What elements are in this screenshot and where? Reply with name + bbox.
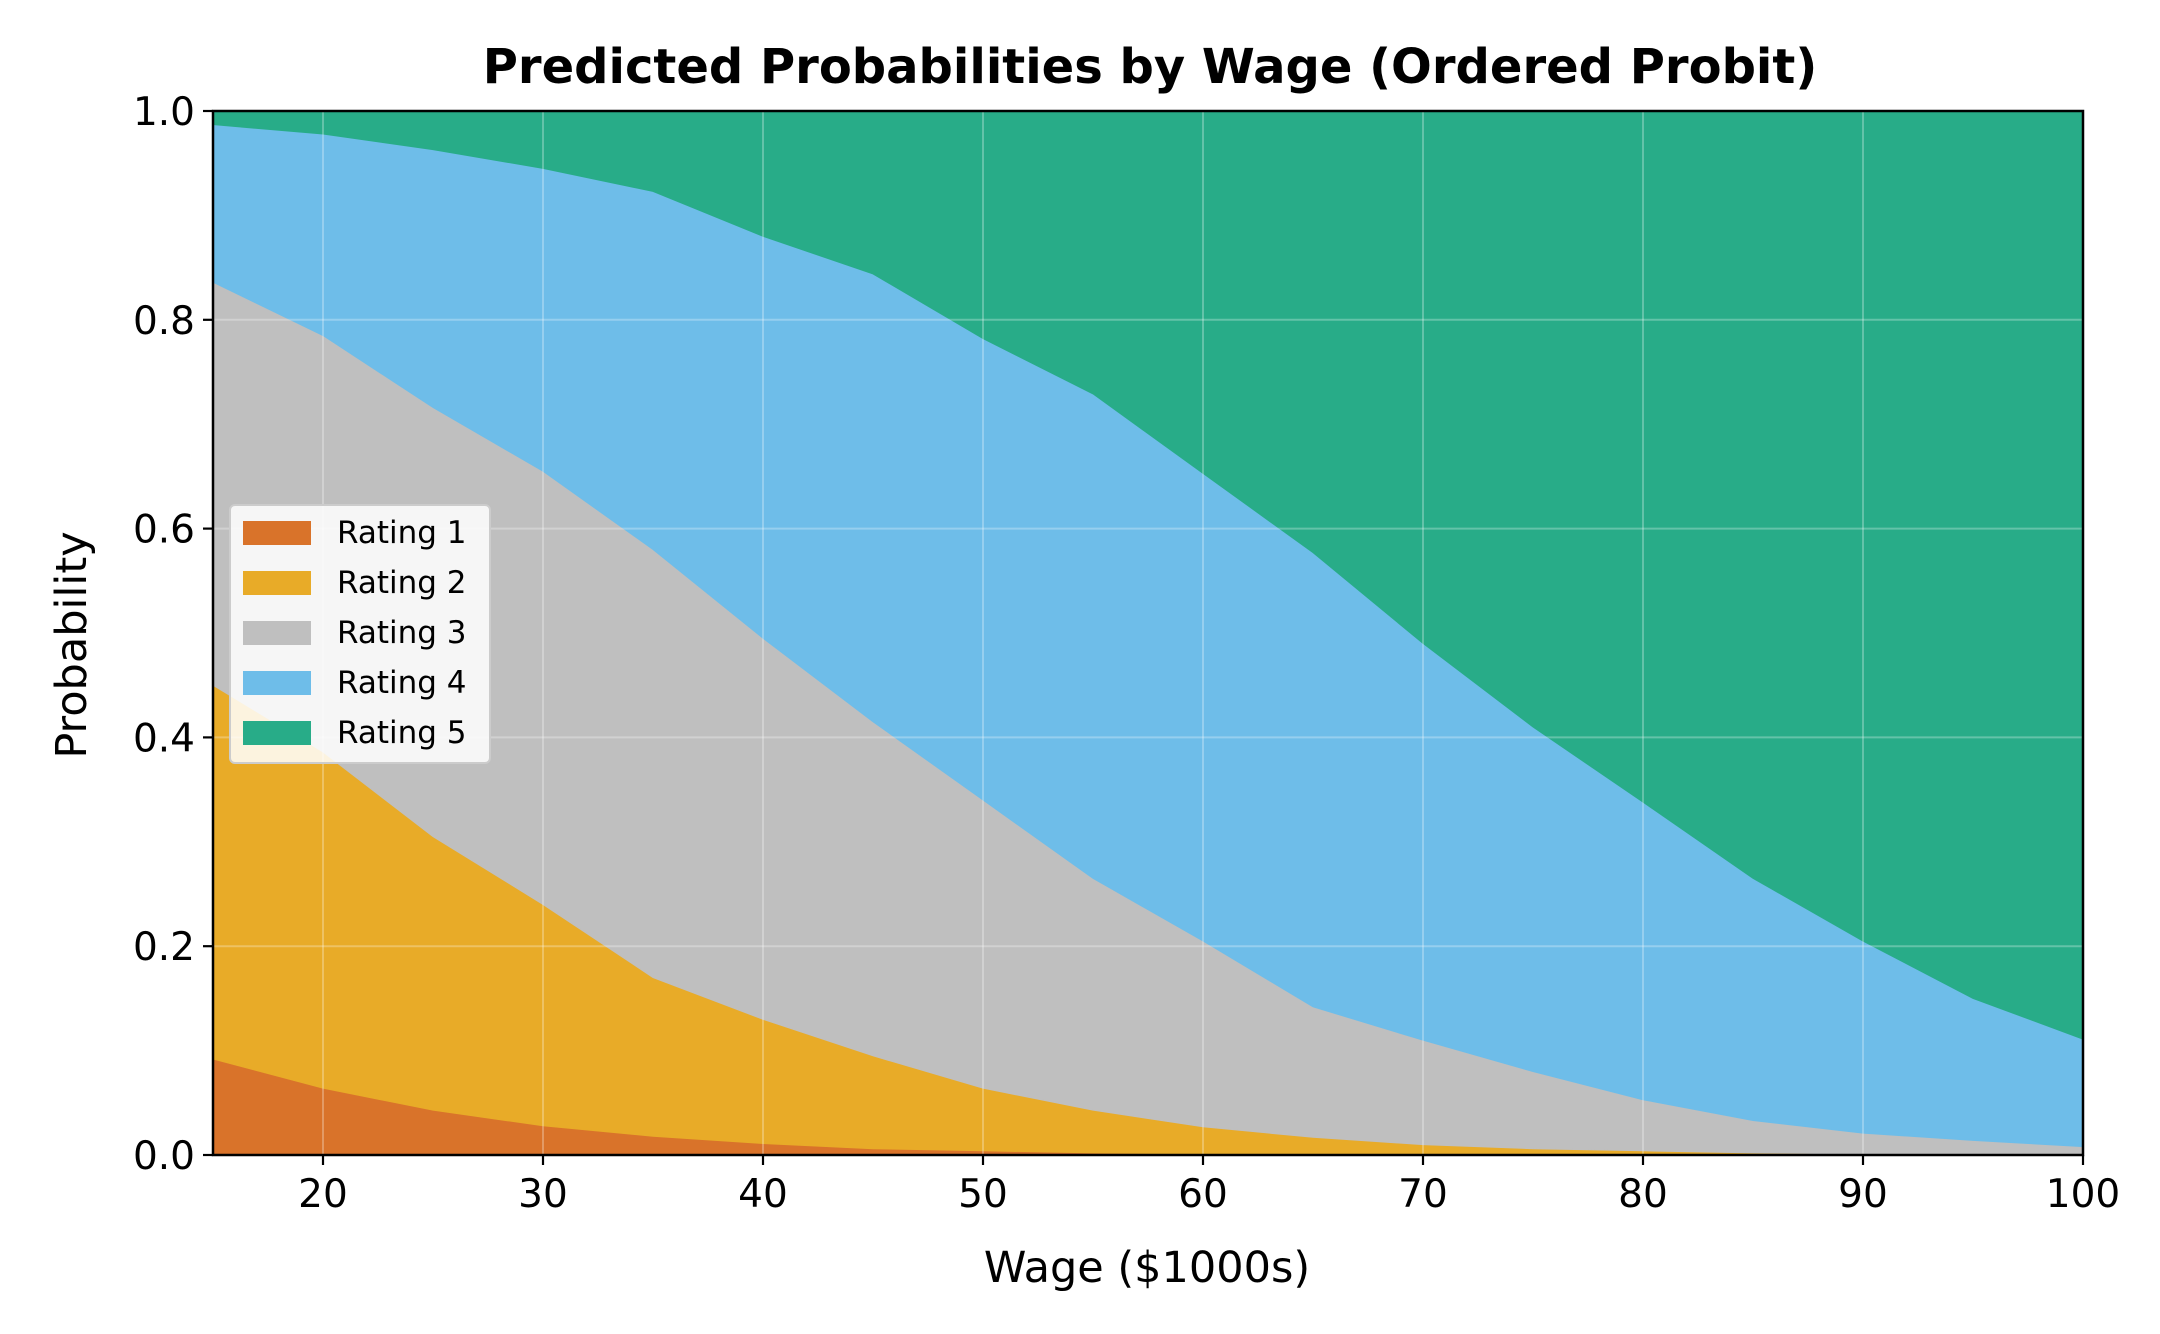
legend-label-rating-1: Rating 1 [337,515,467,551]
y-tick-label-0: 0.0 [133,1134,195,1179]
y-tick-label-2: 0.4 [133,716,195,761]
stacked-areas [212,110,2084,1156]
legend-label-rating-4: Rating 4 [337,665,467,701]
x-tick-label-90: 90 [1838,1172,1888,1217]
x-tick-label-80: 80 [1618,1172,1668,1217]
legend: Rating 1 Rating 2 Rating 3 Rating 4 Rating 5 [229,504,491,764]
x-tick-label-60: 60 [1178,1172,1228,1217]
x-tick-label-70: 70 [1398,1172,1448,1217]
y-axis-label: Probability [47,531,97,758]
legend-box [229,504,491,764]
legend-swatch-rating-2 [243,571,311,595]
x-axis-ticks: 20 30 40 50 60 70 80 90 100 [298,1155,2120,1217]
x-tick-label-100: 100 [2046,1172,2120,1217]
legend-label-rating-5: Rating 5 [337,715,467,751]
y-tick-label-5: 1.0 [133,90,195,135]
legend-swatch-rating-1 [243,521,311,545]
legend-label-rating-3: Rating 3 [337,615,467,651]
legend-label-rating-2: Rating 2 [337,565,467,601]
y-tick-label-4: 0.8 [133,299,195,344]
x-tick-label-20: 20 [298,1172,348,1217]
x-tick-label-40: 40 [738,1172,788,1217]
legend-swatch-rating-3 [243,621,311,645]
legend-swatch-rating-5 [243,721,311,745]
legend-swatch-rating-4 [243,671,311,695]
chart-title: Predicted Probabilities by Wage (Ordered… [483,39,1818,95]
y-axis-ticks: 0.0 0.2 0.4 0.6 0.8 1.0 [133,90,213,1179]
y-tick-label-3: 0.6 [133,508,195,553]
x-axis-label: Wage ($1000s) [984,1243,1310,1293]
plot-frame [211,109,2085,1157]
y-tick-label-1: 0.2 [133,925,195,970]
x-tick-label-30: 30 [518,1172,568,1217]
x-tick-label-50: 50 [958,1172,1008,1217]
